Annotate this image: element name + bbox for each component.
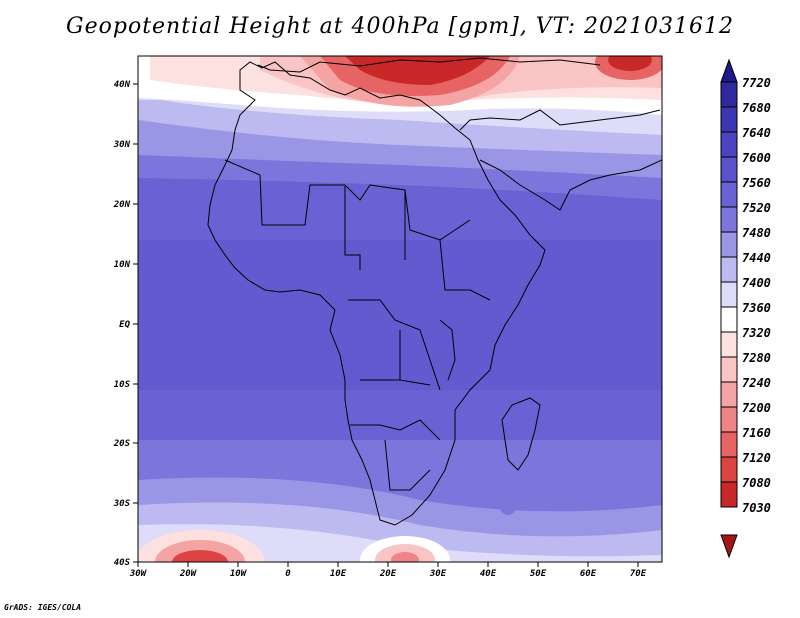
lon-axis: 30W 20W 10W 0 10E 20E 30E 40E 50E 60E 70… xyxy=(129,562,647,579)
lon-label: 20W xyxy=(179,569,198,579)
colorbar-swatch xyxy=(720,256,738,283)
colorbar-swatch xyxy=(720,481,738,508)
colorbar: 7720 7680 7640 7600 7560 7520 7480 7440 … xyxy=(720,58,771,559)
map-frame xyxy=(137,55,663,563)
colorbar-label: 7600 xyxy=(742,151,771,165)
colorbar-label: 7120 xyxy=(742,451,771,465)
colorbar-swatch xyxy=(720,206,738,233)
colorbar-label: 7640 xyxy=(742,126,771,140)
colorbar-swatch xyxy=(720,281,738,308)
lat-label: 10N xyxy=(114,260,131,270)
colorbar-label: 7480 xyxy=(742,226,771,240)
colorbar-label: 7400 xyxy=(742,276,771,290)
colorbar-label: 7360 xyxy=(742,301,771,315)
colorbar-bottom-triangle xyxy=(720,534,738,559)
lon-label: 20E xyxy=(379,569,397,579)
lon-label: 30E xyxy=(429,569,447,579)
lat-axis: 40N 30N 20N 10N EQ 10S 20S 30S 40S xyxy=(113,80,138,568)
colorbar-label: 7080 xyxy=(742,476,771,490)
lon-label: 30W xyxy=(129,569,148,579)
lon-label: 40E xyxy=(480,569,497,579)
lat-label: 20N xyxy=(113,200,131,210)
colorbar-swatch xyxy=(720,381,738,408)
colorbar-label: 7440 xyxy=(742,251,771,265)
colorbar-label: 7030 xyxy=(742,501,771,515)
lon-label: 0 xyxy=(285,569,291,579)
colorbar-swatch xyxy=(720,431,738,458)
lon-label: 60E xyxy=(580,569,597,579)
colorbar-label: 7160 xyxy=(742,426,771,440)
lon-label: 10E xyxy=(330,569,347,579)
lon-label: 50E xyxy=(530,569,547,579)
colorbar-label: 7560 xyxy=(742,176,771,190)
colorbar-swatch xyxy=(720,156,738,183)
colorbar-swatch xyxy=(720,181,738,208)
height-field xyxy=(138,56,662,562)
colorbar-swatch xyxy=(720,331,738,358)
lat-label: 30S xyxy=(113,499,131,509)
lat-label: 20S xyxy=(113,439,131,449)
lon-label: 70E xyxy=(630,569,647,579)
colorbar-label: 7320 xyxy=(742,326,771,340)
lat-label: EQ xyxy=(119,320,130,330)
lat-label: 40S xyxy=(114,558,131,568)
colorbar-label: 7240 xyxy=(742,376,771,390)
lat-label: 40N xyxy=(114,80,131,90)
footer-credit: GrADS: IGES/COLA xyxy=(4,603,82,612)
lat-label: 10S xyxy=(114,380,131,390)
colorbar-swatch xyxy=(720,406,738,433)
colorbar-swatch xyxy=(720,306,738,333)
colorbar-label: 7680 xyxy=(742,101,771,115)
colorbar-swatch xyxy=(720,131,738,158)
colorbar-swatch xyxy=(720,231,738,258)
map-title: Geopotential Height at 400hPa [gpm], VT:… xyxy=(66,14,734,39)
colorbar-swatch xyxy=(720,456,738,483)
lat-label: 30N xyxy=(113,140,131,150)
colorbar-top-triangle xyxy=(720,58,738,83)
colorbar-swatch xyxy=(720,356,738,383)
colorbar-swatch xyxy=(720,81,738,108)
colorbar-swatch xyxy=(720,106,738,133)
colorbar-label: 7200 xyxy=(742,401,771,415)
colorbar-label: 7520 xyxy=(742,201,771,215)
coastlines xyxy=(207,57,662,526)
lon-label: 10W xyxy=(230,569,248,579)
colorbar-label: 7720 xyxy=(742,76,771,90)
colorbar-label: 7280 xyxy=(742,351,771,365)
